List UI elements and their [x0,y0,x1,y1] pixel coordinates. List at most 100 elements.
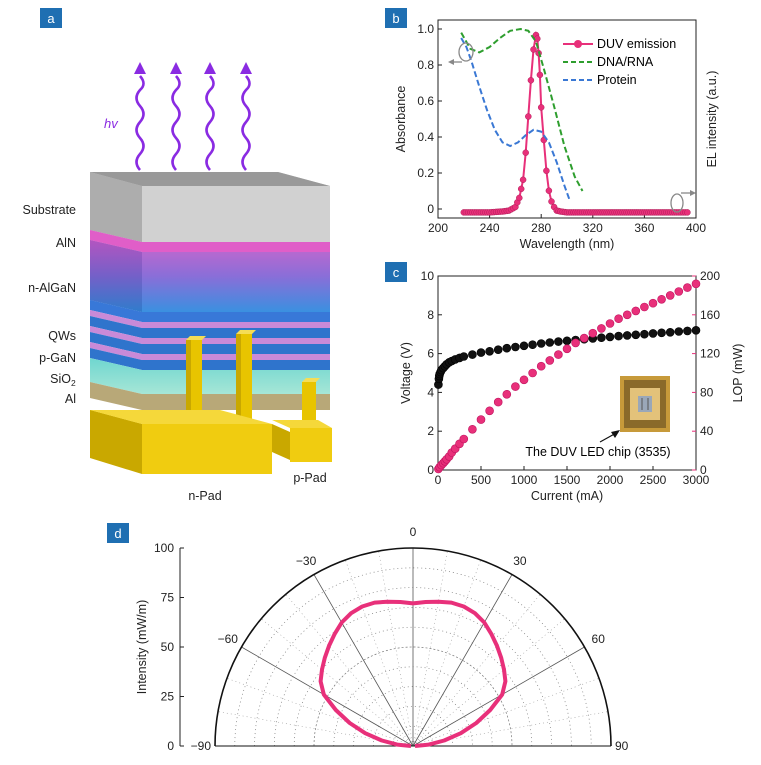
legend-marker [574,40,582,48]
photon-arrow [135,75,145,171]
layer-label: Substrate [22,203,76,217]
r-tick-label: 75 [161,591,175,605]
data-point [562,336,572,346]
data-point [657,328,666,338]
x-tick-label: 1000 [511,473,538,487]
data-point [522,149,529,156]
x-axis-title: Wavelength (nm) [520,237,615,251]
data-point [534,35,541,42]
data-point [511,382,520,391]
y-tick-label: 0.8 [417,58,434,72]
panel-b-label: b [385,8,407,28]
data-point [562,344,572,354]
angle-tick-label: −60 [218,632,239,646]
series-line [460,37,571,201]
data-point [519,341,529,351]
data-point [502,389,512,399]
panel-d-label: d [107,523,129,543]
data-point [519,176,527,184]
y2-tick-label: 0 [700,463,707,477]
data-point [614,314,623,324]
x-tick-label: 3000 [683,473,710,487]
data-point [485,406,494,416]
layer-label: AlN [56,236,76,250]
panel-a-device-schematic: a hv [22,8,332,503]
data-point [468,424,477,434]
x-tick-label: 200 [428,221,448,235]
angle-tick-label: −90 [191,739,212,753]
data-point [554,350,563,359]
y-tick-label: 10 [421,269,435,283]
data-point [683,326,692,336]
legend-entry: DUV emission [597,37,676,51]
grid-circle [313,646,513,747]
photon-arrow [241,75,251,171]
legend-entry: DNA/RNA [597,55,654,69]
n-pad [90,410,272,474]
y-tick-label: 0 [427,202,434,216]
data-point [605,332,615,342]
svg-text:d: d [114,526,121,541]
data-point [674,287,684,296]
chip-pointer-head [611,430,620,438]
data-point [485,346,494,356]
data-point [537,104,545,111]
layer-label: n-AlGaN [28,281,76,295]
series-group [460,27,691,216]
x-tick-label: 2000 [597,473,624,487]
x-tick-label: 280 [531,221,551,235]
data-point [476,415,486,424]
data-point [665,291,675,300]
data-point [588,328,598,338]
layer-label: SiO [50,372,71,386]
panel-b-spectra-chart: b 200 240 280 320 360 400 0 0.2 0.4 0.6 0.8 1.0 DUV… [385,8,719,251]
y2-tick-label: 200 [700,269,720,283]
x-tick-label: 1500 [554,473,581,487]
y-tick-label: 0 [427,463,434,477]
layer-labels: Substrate AlN n-AlGaN QWs p-GaN SiO 2 Al… [22,203,326,503]
data-point [605,319,615,328]
data-point [691,279,701,289]
aln-layer [90,230,330,252]
series-line [463,31,690,214]
r-tick-label: 50 [161,640,175,654]
data-point [640,302,649,312]
y2-tick-label: 120 [700,347,720,361]
data-point [683,283,692,292]
panel-a-label: a [40,8,62,28]
data-point [665,327,675,337]
y-tick-label: 4 [427,385,434,399]
y2-tick-label: 40 [700,424,714,438]
data-point [631,306,641,316]
substrate-top [90,172,330,186]
layer-label: Al [65,392,76,406]
data-point [545,338,555,347]
x-axis-title: Current (mA) [531,489,603,503]
x-tick-label: 500 [471,473,491,487]
data-point [468,350,477,359]
data-point [622,331,632,340]
axes: 0 500 1000 1500 2000 2500 30000246810040801201… [421,269,721,487]
data-point [631,330,641,340]
y-tick-label: 1.0 [417,22,434,36]
data-point [528,340,537,350]
x-tick-label: 320 [583,221,603,235]
svg-text:c: c [393,265,400,280]
y-axis-title: Voltage (V) [399,342,413,404]
data-point [548,198,555,205]
r-tick-label: 100 [154,541,174,555]
r-tick-label: 0 [167,739,174,753]
photon-arrow [171,75,181,171]
layer-label: QWs [48,329,76,343]
svg-text:b: b [392,11,399,26]
grid-circle [293,626,533,747]
grid-radial [412,677,600,747]
data-point [530,46,537,53]
y-tick-label: 0.2 [417,166,434,180]
data-point [493,397,503,407]
data-point [536,339,546,348]
contact-pillars [186,330,320,432]
data-point [674,327,684,336]
angle-tick-label: 0 [410,525,417,539]
y-tick-label: 0.4 [417,130,434,144]
